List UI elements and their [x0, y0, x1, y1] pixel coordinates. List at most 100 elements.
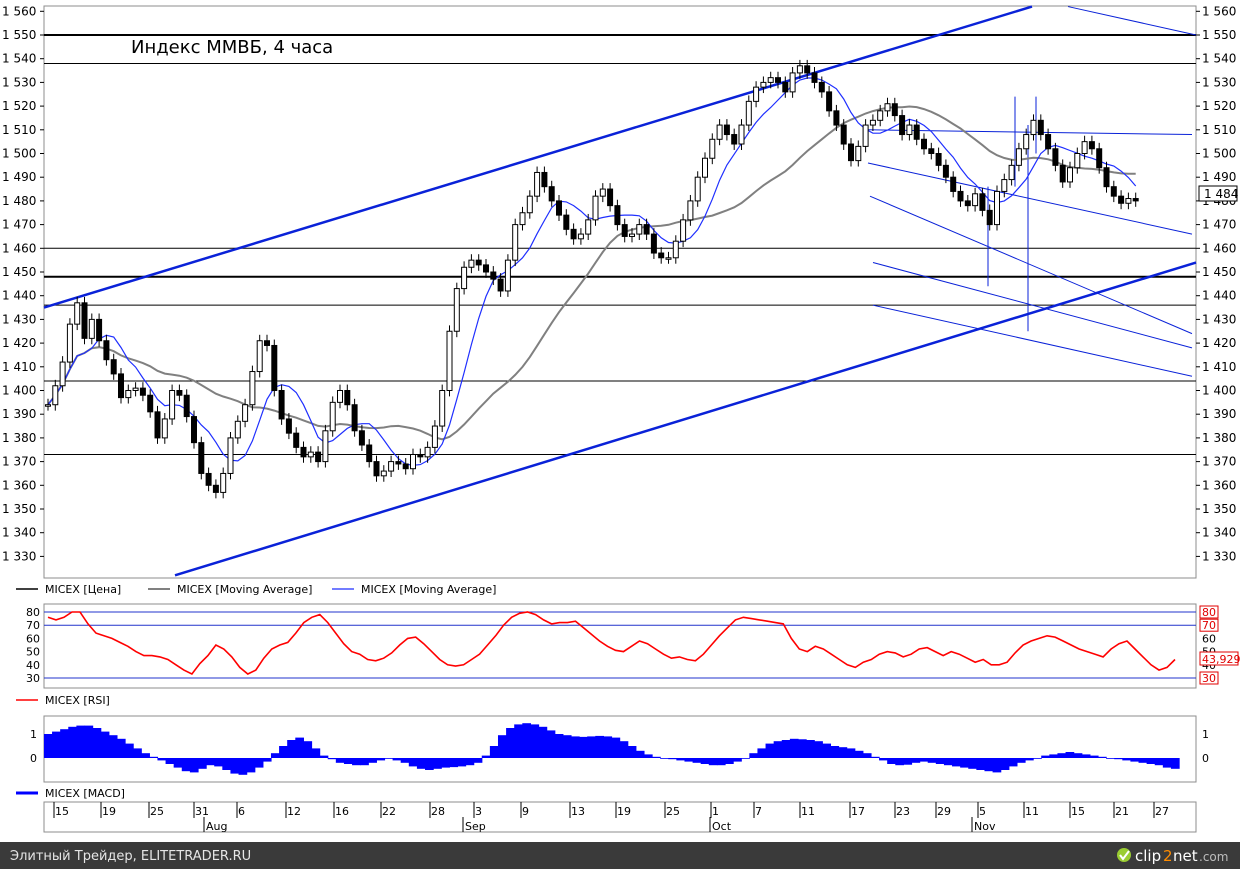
macd-bar — [43, 734, 53, 758]
price-candle — [665, 257, 672, 260]
macd-bar — [789, 738, 799, 758]
price-tick-label: 1 520 — [1202, 99, 1236, 113]
macd-bar — [879, 758, 888, 761]
macd-bar — [952, 758, 961, 767]
price-tick-label: 1 380 — [1202, 431, 1236, 445]
rsi-tick-label: 50 — [26, 646, 40, 659]
macd-bar — [1073, 753, 1083, 758]
macd-bar — [125, 743, 134, 758]
price-candle — [607, 188, 614, 207]
descending-channel-line — [869, 195, 1193, 335]
macd-bar — [1122, 758, 1132, 761]
macd-bar — [1065, 752, 1075, 758]
price-candle — [329, 401, 336, 432]
price-candle — [96, 318, 103, 342]
price-candle — [337, 390, 343, 403]
price-candle — [541, 171, 548, 188]
price-candle — [650, 233, 657, 254]
price-tick-label: 1 540 — [1202, 52, 1236, 66]
macd-bar — [1146, 758, 1156, 764]
price-tick-label: 1 450 — [1202, 265, 1236, 279]
price-candle — [826, 91, 833, 112]
macd-bar — [335, 758, 345, 763]
legend-ma-long: MICEX [Moving Average] — [177, 583, 312, 596]
price-candle — [577, 233, 584, 240]
price-tick-label: 1 410 — [1202, 360, 1236, 374]
price-candle — [745, 100, 752, 126]
price-candle — [906, 124, 913, 136]
day-tick-label: 31 — [195, 805, 209, 818]
price-candle — [234, 420, 241, 439]
price-candle — [621, 224, 628, 237]
price-candle — [118, 373, 124, 399]
price-tick-label: 1 510 — [1202, 123, 1236, 137]
price-tick-label: 1 370 — [1202, 455, 1236, 469]
price-tick-label: 1 400 — [1202, 384, 1236, 398]
price-tick-label: 1 340 — [1202, 526, 1236, 540]
price-candle — [1001, 179, 1008, 192]
month-label: Nov — [974, 820, 996, 833]
rsi-tick-label: 60 — [1202, 632, 1216, 645]
price-candle — [358, 430, 365, 446]
price-candle — [446, 330, 453, 391]
macd-bar — [716, 758, 726, 766]
macd-bar — [927, 758, 937, 763]
macd-bar — [60, 729, 69, 758]
macd-bar — [741, 758, 750, 759]
price-candle — [417, 453, 424, 458]
macd-bar — [854, 750, 864, 758]
macd-bar — [230, 758, 240, 774]
price-candle — [556, 200, 562, 216]
price-candle — [994, 190, 1000, 226]
price-candle — [599, 188, 606, 197]
price-candle — [796, 65, 803, 74]
price-candle — [366, 444, 373, 463]
price-tick-label: 1 460 — [2, 241, 36, 255]
macd-bar — [1008, 758, 1018, 767]
price-candle — [139, 387, 146, 396]
macd-bar — [376, 758, 386, 761]
price-candle — [490, 271, 497, 280]
macd-tick-label: 0 — [1202, 752, 1209, 765]
rsi-tick-label: 80 — [26, 606, 40, 619]
macd-bar — [173, 758, 183, 768]
macd-bar — [887, 758, 896, 764]
day-tick-label: 12 — [287, 805, 301, 818]
macd-bar — [506, 728, 515, 758]
descending-channel-line — [867, 129, 1193, 136]
logo-prefix: clip — [1135, 847, 1161, 865]
macd-bar — [773, 741, 783, 758]
price-candle — [271, 344, 278, 391]
macd-tick-label: 1 — [1202, 728, 1209, 741]
price-candle — [1067, 167, 1073, 183]
price-candle — [278, 390, 285, 420]
day-tick-label: 19 — [102, 805, 116, 818]
last-price-box — [1198, 185, 1238, 202]
price-candle — [614, 205, 621, 226]
macd-bar — [181, 758, 191, 772]
price-tick-label: 1 460 — [1202, 241, 1236, 255]
macd-bar — [797, 739, 807, 758]
month-label: Aug — [206, 820, 227, 833]
macd-bar — [595, 735, 604, 758]
macd-bar — [546, 730, 556, 758]
price-candle — [453, 288, 460, 332]
macd-bar — [238, 758, 248, 775]
last-price-label: 1 484 — [1204, 187, 1238, 201]
price-candle — [154, 411, 161, 439]
price-candle — [395, 461, 402, 465]
x-axis-strip — [43, 801, 1197, 833]
macd-bar — [189, 758, 199, 773]
rsi-level-box — [1199, 618, 1219, 632]
macd-bar — [392, 758, 402, 761]
price-tick-label: 1 520 — [2, 99, 36, 113]
macd-bar — [733, 758, 742, 762]
price-panel — [43, 5, 1197, 579]
macd-bar — [116, 738, 126, 758]
macd-bar — [246, 758, 256, 773]
price-tick-label: 1 360 — [1202, 478, 1236, 492]
macd-bar — [206, 758, 215, 766]
price-tick-label: 1 530 — [1202, 75, 1236, 89]
macd-bar — [481, 755, 491, 758]
